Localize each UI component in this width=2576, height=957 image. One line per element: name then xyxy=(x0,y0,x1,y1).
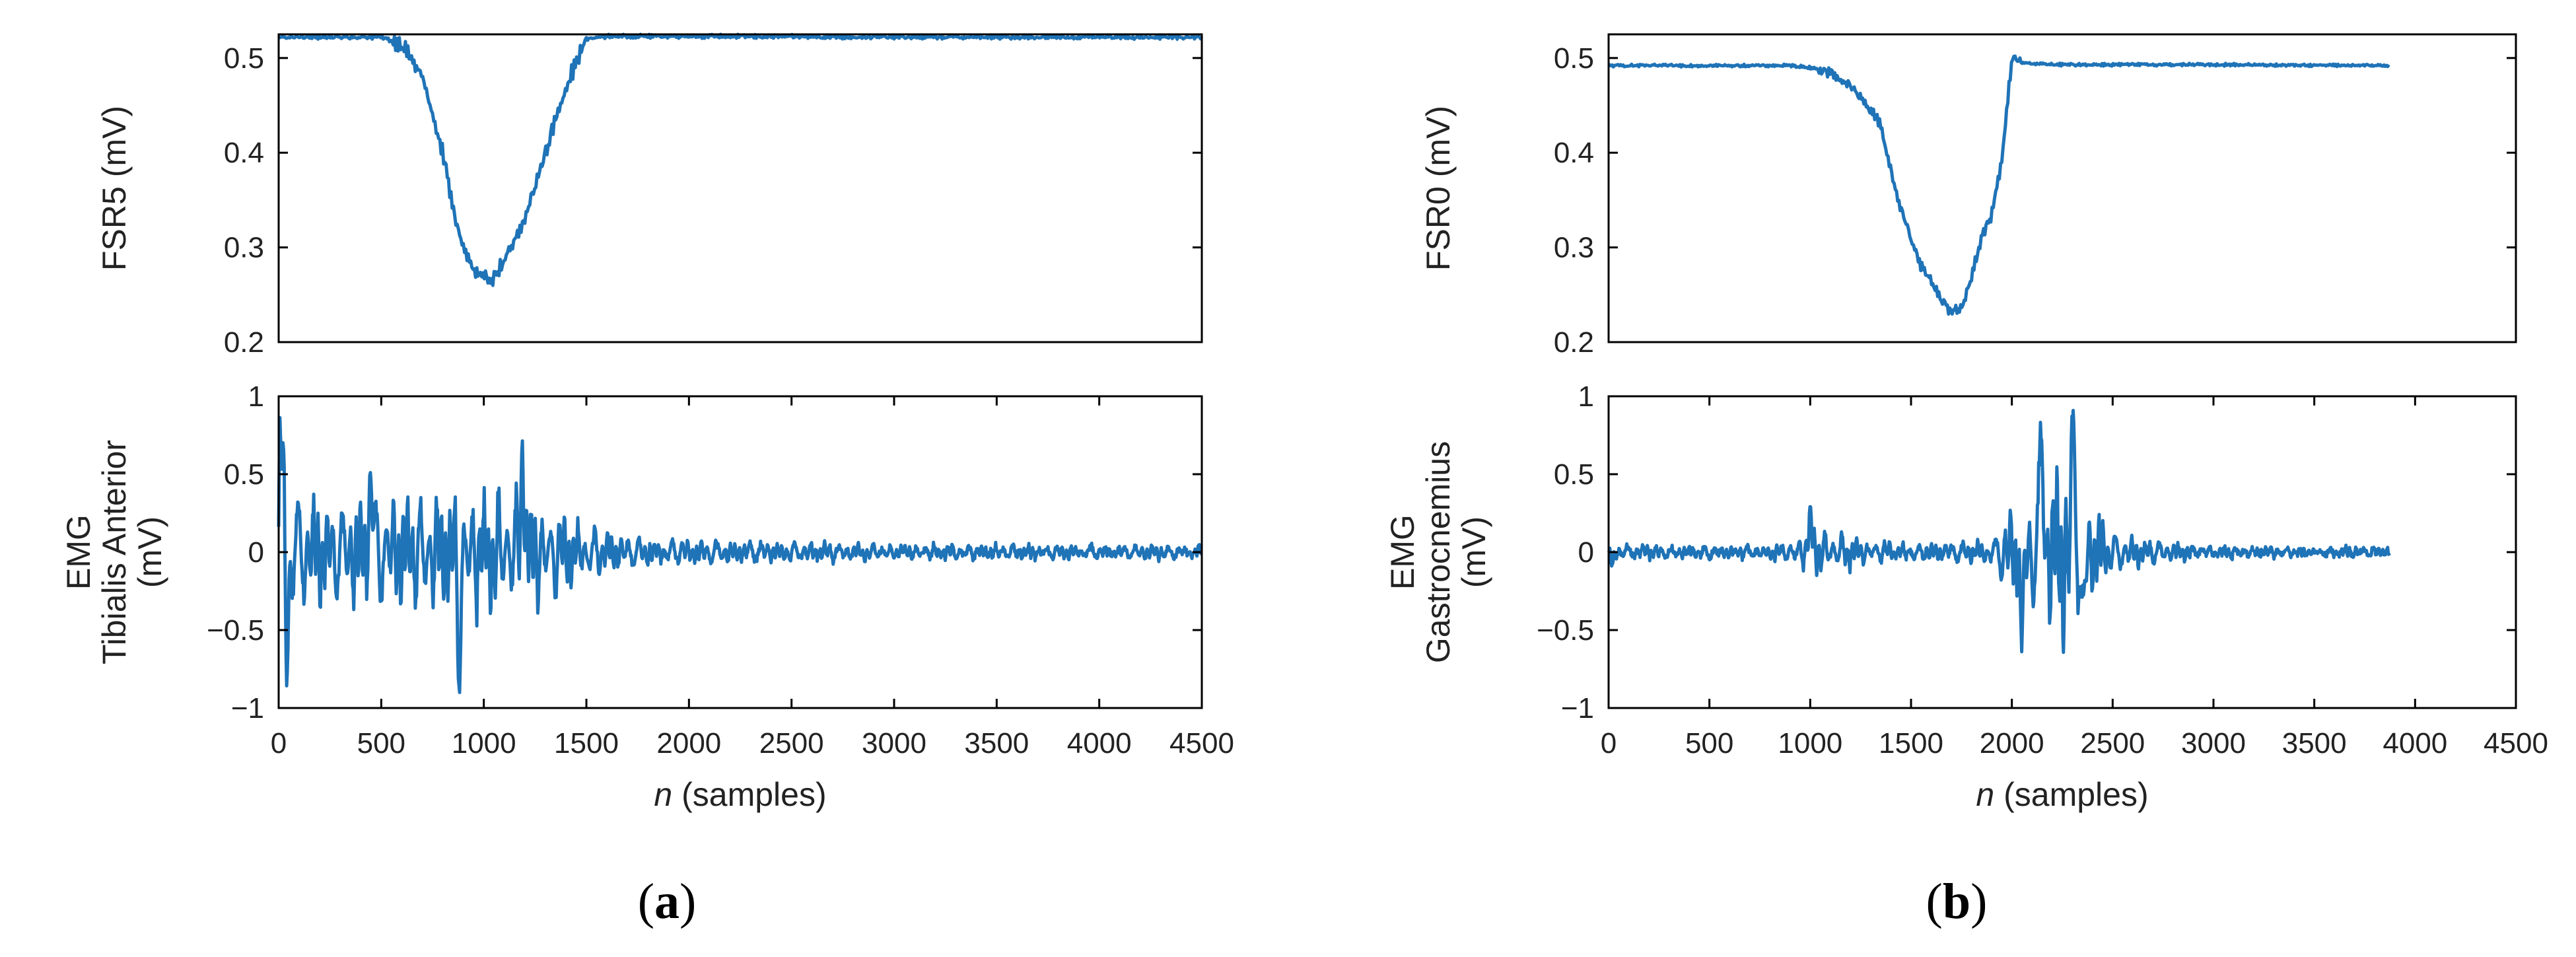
plot-frame xyxy=(277,33,1203,343)
y-tick-label: 0.5 xyxy=(1554,458,1594,491)
x-axis-label: n (samples) xyxy=(654,776,826,813)
x-tick-label: 4000 xyxy=(1067,727,1132,760)
y-axis-label: FSR5 (mV) xyxy=(96,106,133,271)
x-tick-label: 3000 xyxy=(862,727,926,760)
y-tick-label: 1 xyxy=(1578,380,1594,413)
y-tick-label: 0.4 xyxy=(1554,137,1594,169)
x-tick-label: 1000 xyxy=(1778,727,1842,760)
subplot-b-fsr: 0.2 0.3 0.4 0.5 FSR0 (mV) xyxy=(1420,33,2517,359)
x-tick-label: 2000 xyxy=(1980,727,2044,760)
x-tick-label: 3500 xyxy=(964,727,1029,760)
x-tick-label: 0 xyxy=(271,727,287,760)
x-tick-label: 500 xyxy=(1685,727,1733,760)
x-tick-label: 2500 xyxy=(2080,727,2145,760)
y-tick-label: 0 xyxy=(248,536,264,569)
y-tick-label: −0.5 xyxy=(1537,614,1594,647)
subplot-a-emg: −1 −0.5 0 0.5 1 0 500 1000 1500 2000 2500 3000 3500 4… xyxy=(60,380,1234,813)
series-line-fsr0 xyxy=(1608,54,2390,316)
y-tick-label: 1 xyxy=(248,380,264,413)
panel-label-a: (a) xyxy=(638,874,697,929)
subplot-b-emg: −1 −0.5 0 0.5 1 0 500 1000 1500 2000 2500 3000 3500 4… xyxy=(1384,380,2548,813)
panel-label-b: (b) xyxy=(1926,874,1988,929)
series-line-emg-tibialis-anterior xyxy=(277,415,1203,694)
y-tick-label: 0.5 xyxy=(224,458,264,491)
y-tick-label: 0.2 xyxy=(224,326,264,359)
y-axis-label: EMG xyxy=(1384,514,1421,590)
y-tick-label: 0.2 xyxy=(1554,326,1594,359)
y-axis-label: Gastrocnemius xyxy=(1420,441,1457,663)
x-tick-label: 2500 xyxy=(759,727,824,760)
series-line-fsr5 xyxy=(277,32,1204,287)
y-axis-label: EMG xyxy=(60,514,97,590)
x-tick-label: 4500 xyxy=(2484,727,2548,760)
y-axis-label: FSR0 (mV) xyxy=(1420,106,1457,271)
x-axis-label: n (samples) xyxy=(1976,776,2148,813)
y-tick-label: 0.3 xyxy=(224,232,264,264)
x-tick-label: 2000 xyxy=(656,727,721,760)
x-tick-label: 1500 xyxy=(1879,727,1943,760)
subplot-a-fsr: 0.2 0.3 0.4 0.5 FSR5 (mV) xyxy=(96,32,1204,359)
y-tick-label: −1 xyxy=(1561,692,1594,725)
x-tick-label: 1000 xyxy=(452,727,516,760)
x-tick-label: 0 xyxy=(1601,727,1617,760)
y-tick-label: 0.5 xyxy=(1554,42,1594,75)
y-tick-label: 0 xyxy=(1578,536,1594,569)
x-tick-label: 4500 xyxy=(1169,727,1234,760)
y-tick-label: 0.4 xyxy=(224,137,264,169)
x-tick-label: 3000 xyxy=(2181,727,2246,760)
y-tick-label: 0.3 xyxy=(1554,232,1594,264)
x-tick-label: 500 xyxy=(357,727,405,760)
x-tick-label: 4000 xyxy=(2383,727,2447,760)
y-axis-label: (mV) xyxy=(1455,516,1492,588)
y-tick-label: −0.5 xyxy=(207,614,264,647)
y-axis-label: (mV) xyxy=(131,516,168,588)
series-line-emg-gastrocnemius xyxy=(1607,409,2391,655)
y-tick-label: 0.5 xyxy=(224,42,264,75)
x-tick-label: 1500 xyxy=(554,727,619,760)
x-tick-label: 3500 xyxy=(2282,727,2347,760)
y-tick-label: −1 xyxy=(231,692,264,725)
y-axis-label: Tibialis Anterior xyxy=(96,440,133,664)
plot-frame xyxy=(1607,33,2517,343)
